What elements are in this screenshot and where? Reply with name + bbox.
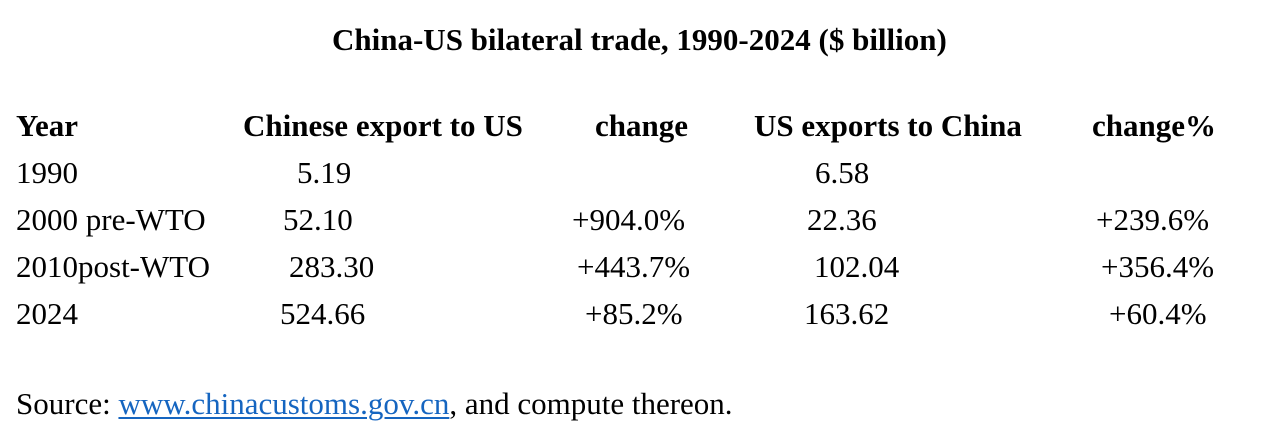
- header-us-export: US exports to China: [754, 108, 1022, 143]
- cell-year: 2000 pre-WTO: [16, 202, 206, 237]
- cell-year: 2010post-WTO: [16, 249, 211, 284]
- cell-us-change: +356.4%: [1101, 249, 1215, 284]
- cell-us-export: 163.62: [804, 296, 890, 331]
- cell-cn-export: 5.19: [297, 155, 352, 190]
- cell-cn-change: +85.2%: [585, 296, 683, 331]
- table-title: China-US bilateral trade, 1990-2024 ($ b…: [332, 22, 947, 57]
- header-change: change: [595, 108, 688, 143]
- cell-us-export: 6.58: [815, 155, 870, 190]
- cell-us-change: +60.4%: [1109, 296, 1207, 331]
- cell-cn-change: +904.0%: [572, 202, 686, 237]
- source-prefix: Source:: [16, 386, 119, 421]
- cell-year: 2024: [16, 296, 78, 331]
- header-year: Year: [16, 108, 78, 143]
- cell-year: 1990: [16, 155, 78, 190]
- source-suffix: , and compute thereon.: [449, 386, 733, 421]
- cell-cn-change: +443.7%: [577, 249, 691, 284]
- header-change-percent: change%: [1092, 108, 1216, 143]
- source-link[interactable]: www.chinacustoms.gov.cn: [118, 386, 450, 421]
- cell-us-export: 22.36: [807, 202, 877, 237]
- header-chinese-export: Chinese export to US: [243, 108, 523, 143]
- cell-us-export: 102.04: [814, 249, 900, 284]
- source-note: Source: www.chinacustoms.gov.cn, and com…: [16, 384, 733, 424]
- cell-cn-export: 524.66: [280, 296, 366, 331]
- cell-us-change: +239.6%: [1096, 202, 1210, 237]
- cell-cn-export: 52.10: [283, 202, 353, 237]
- cell-cn-export: 283.30: [289, 249, 375, 284]
